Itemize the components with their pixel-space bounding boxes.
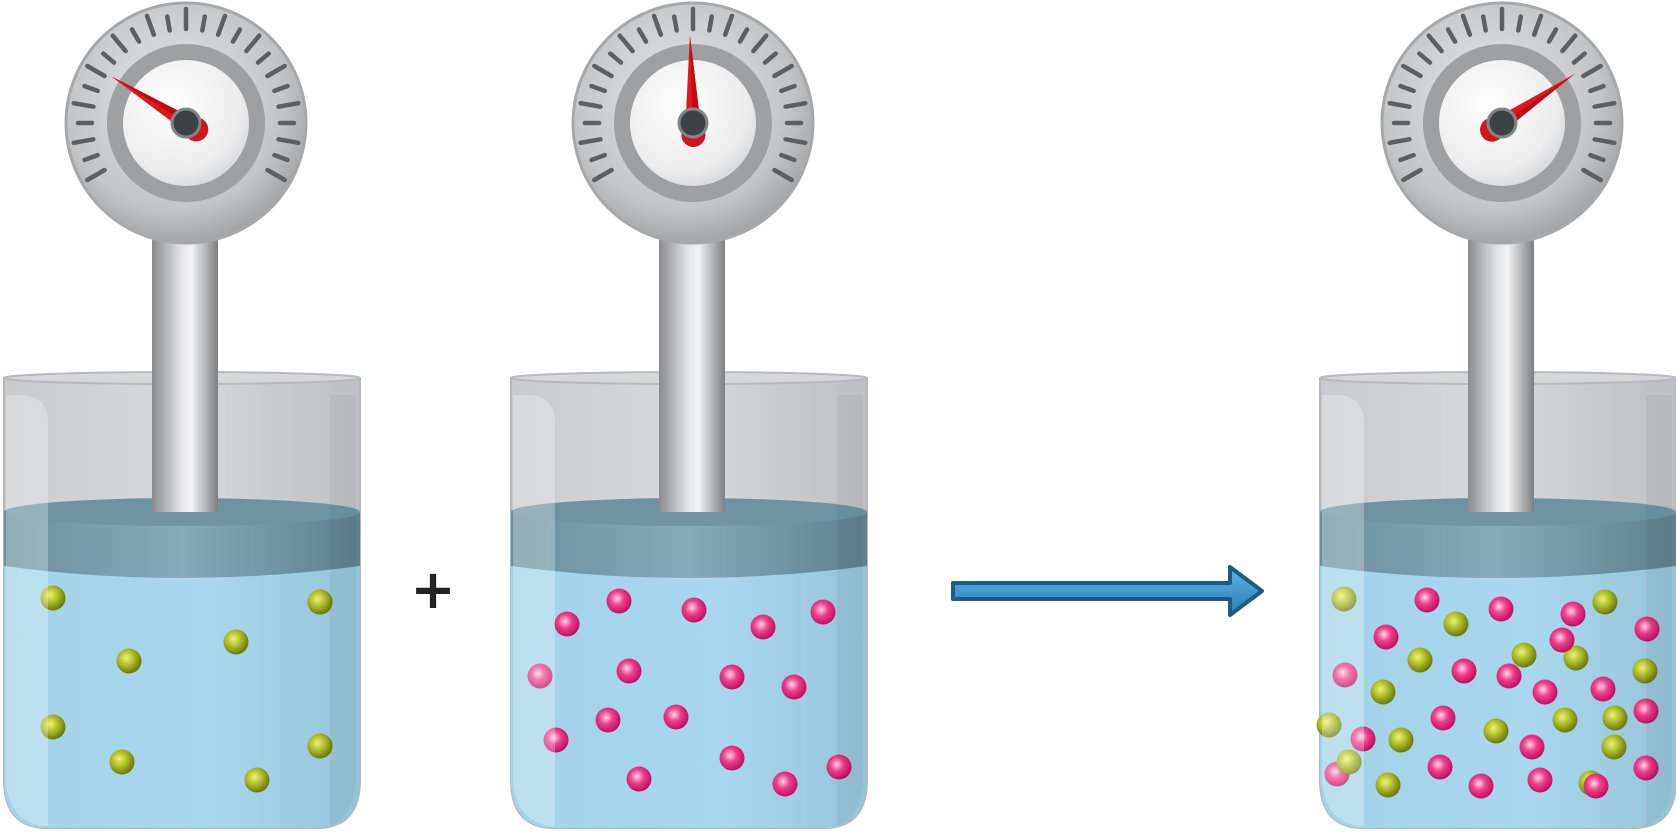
pink-particle xyxy=(719,745,745,771)
pink-particle xyxy=(1634,616,1660,642)
pink-particle xyxy=(1549,627,1575,653)
green-particle xyxy=(307,589,333,615)
liquid-surface-band xyxy=(511,512,867,578)
gauge-ticks xyxy=(1387,6,1617,183)
pink-particle xyxy=(626,766,652,792)
green-particle xyxy=(1375,772,1401,798)
pink-particle xyxy=(1468,773,1494,799)
pink-particle xyxy=(1560,601,1586,627)
pink-particle xyxy=(595,707,621,733)
glass-highlight xyxy=(6,395,48,826)
pink-particle xyxy=(1633,698,1659,724)
pink-particle xyxy=(527,663,553,689)
plus-sign: + xyxy=(410,558,455,621)
pink-particle xyxy=(1350,726,1376,752)
pink-particle xyxy=(1451,658,1477,684)
pink-particle xyxy=(772,771,798,797)
gauge-ticks xyxy=(578,6,808,183)
pink-particle xyxy=(663,704,689,730)
green-particle xyxy=(1592,589,1618,615)
container-left xyxy=(3,1,361,829)
gauge-stem xyxy=(659,226,725,512)
container-middle xyxy=(510,1,868,829)
green-particle xyxy=(1483,718,1509,744)
pink-particle xyxy=(1488,596,1514,622)
glass-highlight xyxy=(837,395,863,826)
pink-particle xyxy=(826,754,852,780)
gauge-stem xyxy=(152,226,218,512)
gauge-stem xyxy=(1468,226,1534,512)
green-particle xyxy=(40,714,66,740)
green-particle xyxy=(1443,611,1469,637)
pink-particle xyxy=(681,597,707,623)
pink-particle xyxy=(719,664,745,690)
glass-highlight xyxy=(1322,395,1364,826)
beaker-liquid xyxy=(4,560,360,828)
green-particle xyxy=(1601,734,1627,760)
green-particle xyxy=(1331,586,1357,612)
pink-particle xyxy=(781,674,807,700)
pink-particle xyxy=(606,588,632,614)
green-particle xyxy=(40,585,66,611)
pink-particle xyxy=(1332,662,1358,688)
green-particle xyxy=(1511,642,1537,668)
pink-particle xyxy=(1590,676,1616,702)
pink-particle xyxy=(750,614,776,640)
green-particle xyxy=(1336,749,1362,775)
pink-particle xyxy=(1527,767,1553,793)
green-particle xyxy=(1632,658,1658,684)
glass-highlight xyxy=(513,395,555,826)
gauge-hub xyxy=(170,107,202,139)
glass-highlight xyxy=(1646,395,1672,826)
gauge-hub xyxy=(677,107,709,139)
glass-highlight xyxy=(330,395,356,826)
beaker-liquid xyxy=(511,560,867,828)
green-particle xyxy=(1316,712,1342,738)
pink-particle xyxy=(1373,624,1399,650)
arrow-icon xyxy=(951,565,1264,617)
pink-particle xyxy=(554,611,580,637)
green-particle xyxy=(223,629,249,655)
gauge-ticks xyxy=(71,6,301,183)
liquid-surface-band xyxy=(1320,512,1676,578)
green-particle xyxy=(1552,707,1578,733)
pink-particle xyxy=(1414,587,1440,613)
liquid-surface-band xyxy=(4,512,360,578)
pink-particle xyxy=(616,658,642,684)
green-particle xyxy=(1563,645,1589,671)
green-particle xyxy=(1602,705,1628,731)
green-particle xyxy=(116,648,142,674)
pink-particle xyxy=(810,599,836,625)
reaction-arrow xyxy=(951,565,1264,617)
pink-particle xyxy=(1519,734,1545,760)
green-particle xyxy=(244,767,270,793)
green-particle xyxy=(1370,679,1396,705)
green-particle xyxy=(109,749,135,775)
green-particle xyxy=(307,733,333,759)
pink-particle xyxy=(1430,705,1456,731)
container-right xyxy=(1316,1,1676,829)
pink-particle xyxy=(1633,755,1659,781)
pink-particle xyxy=(1427,754,1453,780)
pink-particle xyxy=(1583,773,1609,799)
pink-particle xyxy=(1532,679,1558,705)
gauge-hub xyxy=(1486,107,1518,139)
beaker-liquid xyxy=(1320,560,1676,828)
green-particle xyxy=(1388,727,1414,753)
green-particle xyxy=(1407,647,1433,673)
pink-particle xyxy=(543,727,569,753)
pink-particle xyxy=(1496,663,1522,689)
